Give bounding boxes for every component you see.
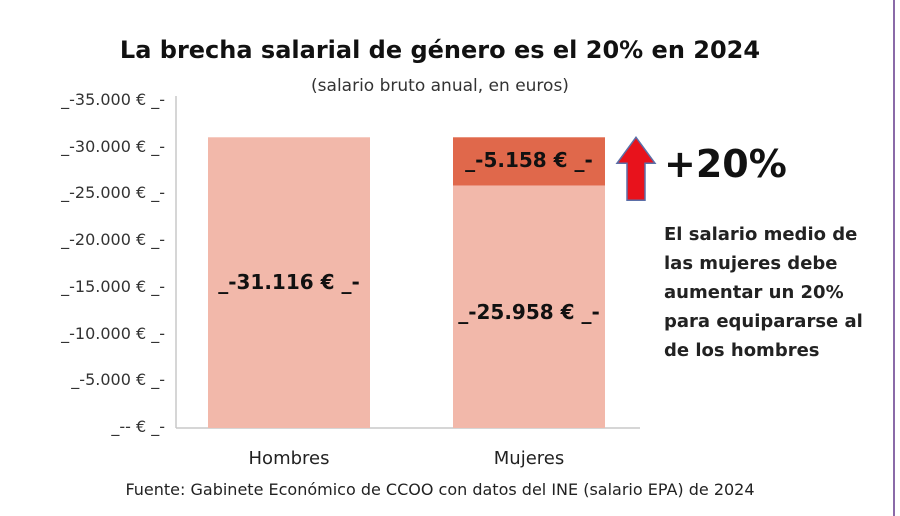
- gap-percent: +20%: [664, 142, 787, 186]
- data-label: _-31.116 € _-: [218, 270, 360, 294]
- up-arrow-icon: [615, 136, 657, 202]
- y-tick-label: _-20.000 € _-: [61, 230, 165, 250]
- source-note: Fuente: Gabinete Económico de CCOO con d…: [125, 480, 755, 499]
- bar-hombres-0: [208, 137, 370, 428]
- y-tick-label: _-30.000 € _-: [61, 136, 165, 156]
- annotation-note: El salario medio de las mujeres debe aum…: [664, 224, 863, 361]
- chart-title: La brecha salarial de género es el 20% e…: [119, 36, 761, 64]
- y-tick-label: _-25.000 € _-: [61, 183, 165, 203]
- y-tick-label: _-35.000 € _-: [61, 90, 165, 109]
- data-label: _-5.158 € _-: [465, 148, 593, 173]
- bar-mujeres-0: [453, 185, 605, 428]
- x-tick-label: Hombres: [248, 448, 330, 469]
- chart-subtitle: (salario bruto anual, en euros): [311, 76, 569, 96]
- bar-mujeres-1: [453, 137, 605, 186]
- y-tick-label: _-15.000 € _-: [61, 276, 165, 296]
- x-tick-label: Mujeres: [493, 448, 565, 469]
- data-label: _-25.958 € _-: [458, 300, 600, 324]
- y-tick-label: _-10.000 € _-: [61, 323, 165, 343]
- y-tick-label: _-5.000 € _-: [71, 370, 165, 390]
- y-tick-label: _-- € _-: [111, 417, 165, 436]
- right-border: [893, 0, 895, 516]
